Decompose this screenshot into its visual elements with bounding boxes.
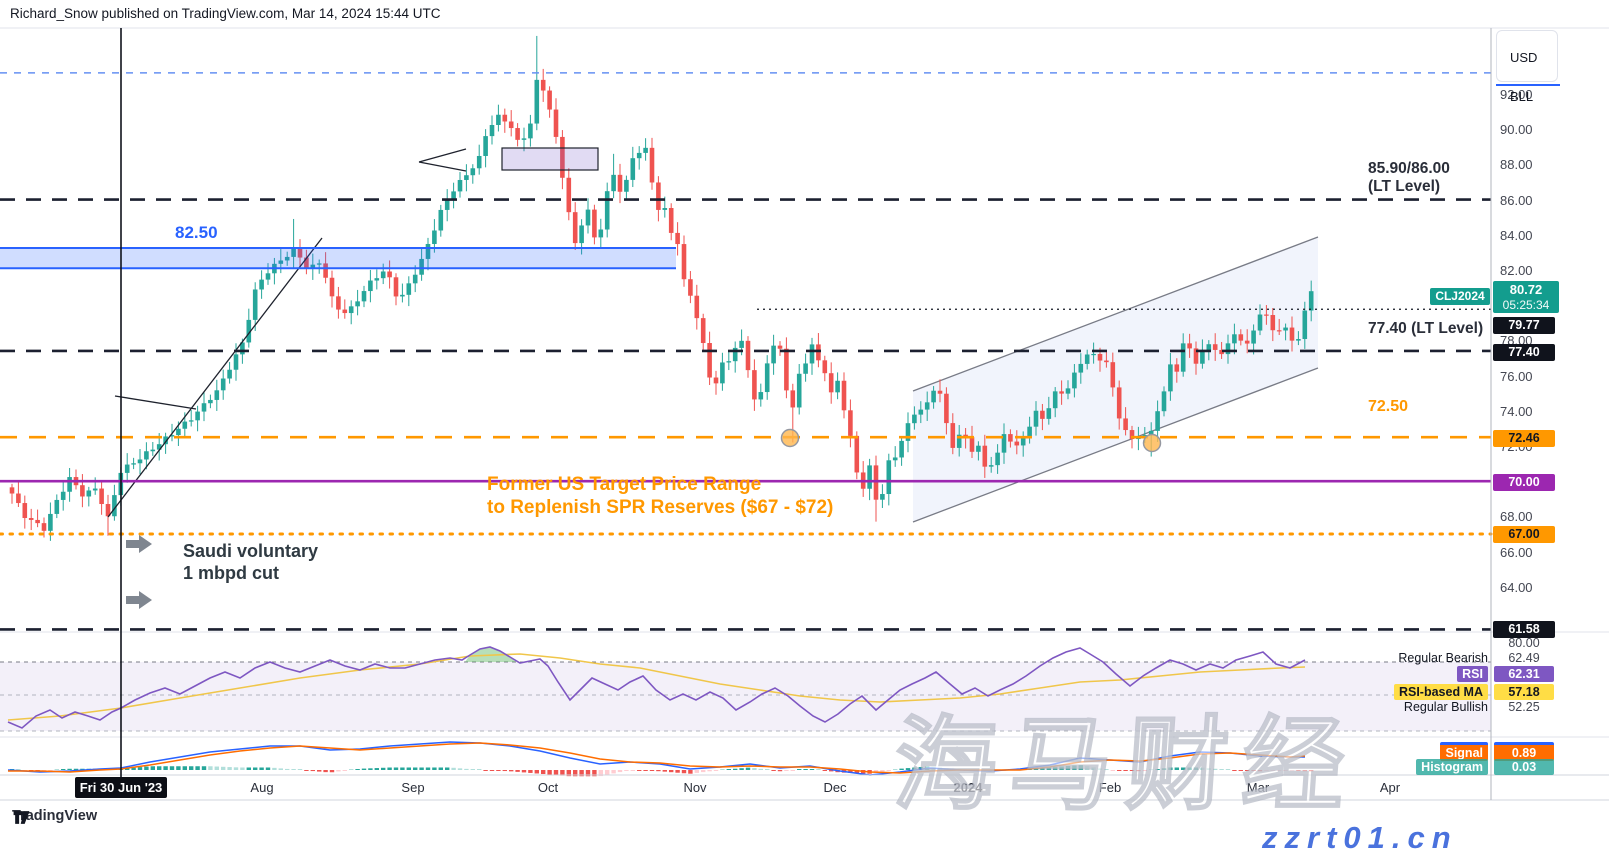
publish-header: Richard_Snow published on TradingView.co… <box>10 6 441 21</box>
time-axis-label-Sep[interactable]: Sep <box>401 780 425 795</box>
last-price-value: 80.72 <box>1509 282 1543 297</box>
rsi-row-label-regular-bullish: Regular Bullish <box>1403 700 1488 714</box>
annotation-support-7250: 72.50 <box>1368 398 1409 415</box>
time-axis-label-Apr[interactable]: Apr <box>1379 780 1401 795</box>
price-tick-64[interactable]: 64.00 <box>1500 579 1533 595</box>
scale-accent-line <box>1496 84 1560 86</box>
trendline-0[interactable] <box>107 237 323 518</box>
rsi-row-value-52.25: 52.25 <box>1508 700 1540 714</box>
trend-channel-bottom[interactable] <box>912 367 1319 523</box>
price-badge-72.46: 72.46 <box>1493 429 1555 447</box>
annotation-lt-level-8590: 85.90/86.00 (LT Level) <box>1368 160 1450 195</box>
rsi-row-value-62.49: 62.49 <box>1508 651 1540 665</box>
price-badge-79.77: 79.77 <box>1493 316 1555 334</box>
last-price-badge: 80.72 05:25:34 <box>1493 281 1559 313</box>
session-countdown: 05:25:34 <box>1502 298 1550 312</box>
price-tick-86[interactable]: 86.00 <box>1500 192 1533 208</box>
rsi-band-fill <box>0 662 1491 731</box>
annotation-spr-range: Former US Target Price Range to Replenis… <box>487 474 834 518</box>
price-tick-66[interactable]: 66.00 <box>1500 544 1533 560</box>
rsi-ma-line <box>7 653 1306 721</box>
currency-label: USD <box>1510 50 1538 65</box>
time-axis-label-Aug[interactable]: Aug <box>250 780 274 795</box>
macd-row-value-0.89: 0.89 <box>1494 742 1554 761</box>
resistance-band-fill <box>0 248 676 269</box>
trendline-2[interactable] <box>418 148 467 163</box>
macd-row-value-0.03: 0.03 <box>1494 759 1554 775</box>
price-tick-90[interactable]: 90.00 <box>1500 122 1533 138</box>
macd-line <box>7 741 1305 776</box>
price-badge-70.00: 70.00 <box>1493 473 1555 491</box>
event-marker-circle-1[interactable] <box>1142 433 1162 453</box>
time-axis-label-Feb[interactable]: Feb <box>1098 780 1122 795</box>
event-marker-circle-0[interactable] <box>780 428 800 448</box>
price-tick-92[interactable]: 92.00 <box>1500 87 1533 102</box>
tradingview-attribution[interactable]: TradingView <box>12 808 97 824</box>
unit-box: USD BLL <box>1496 30 1558 104</box>
price-tick-76[interactable]: 76.00 <box>1500 368 1533 384</box>
annotation-saudi-cut: Saudi voluntary 1 mbpd cut <box>183 541 319 583</box>
macd-row-label-histogram: Histogram <box>1416 759 1488 775</box>
tradingview-logo-icon <box>13 811 30 824</box>
trend-channel-top[interactable] <box>912 236 1319 392</box>
annotation-resistance-8250: 82.50 <box>175 223 218 242</box>
price-tick-84[interactable]: 84.00 <box>1500 227 1533 243</box>
rsi-row-value-80.00: 80.00 <box>1508 636 1540 650</box>
time-axis-label-Oct[interactable]: Oct <box>537 780 559 795</box>
rsi-line <box>7 646 1306 729</box>
consolidation-zone-rect[interactable] <box>501 147 599 171</box>
macd-signal-line <box>8 742 1306 774</box>
event-arrow-icon-1 <box>126 591 152 609</box>
trendline-3[interactable] <box>418 161 467 172</box>
event-arrow-icon-0 <box>126 535 152 553</box>
time-axis-label-Nov[interactable]: Nov <box>683 780 707 795</box>
rsi-row-label-rsi: RSI <box>1457 666 1488 682</box>
unit-label: BLL <box>1510 89 1534 104</box>
tradingview-brand-text: TradingView <box>12 808 98 824</box>
time-axis-label-Dec[interactable]: Dec <box>823 780 847 795</box>
price-tick-82[interactable]: 82.00 <box>1500 263 1533 278</box>
rsi-row-value-57.18: 57.18 <box>1494 684 1554 700</box>
macd-row-label-signal: Signal <box>1440 742 1488 761</box>
rsi-row-label-regular-bearish: Regular Bearish <box>1398 651 1488 665</box>
price-badge-61.58: 61.58 <box>1493 620 1555 638</box>
price-tick-68[interactable]: 68.00 <box>1500 509 1533 525</box>
price-tick-74[interactable]: 74.00 <box>1500 403 1533 419</box>
time-axis-label-Mar[interactable]: Mar <box>1246 780 1270 795</box>
watermark-site-link[interactable]: zzrt01.cn <box>1262 820 1458 855</box>
trend-channel-fill <box>913 237 1318 522</box>
time-axis-label-2024[interactable]: 2024 <box>953 780 983 795</box>
date-badge: Fri 30 Jun '23 <box>75 777 167 798</box>
candlestick-series <box>9 35 1314 541</box>
rsi-row-label-rsi-based-ma: RSI-based MA <box>1393 684 1488 700</box>
trendline-1[interactable] <box>114 395 197 410</box>
symbol-ticker-tag: CLJ2024 <box>1430 288 1490 305</box>
annotation-lt-level-7740: 77.40 (LT Level) <box>1368 320 1484 337</box>
rsi-row-value-62.31: 62.31 <box>1494 666 1554 682</box>
price-tick-88[interactable]: 88.00 <box>1500 157 1533 173</box>
price-badge-77.40: 77.40 <box>1493 343 1555 361</box>
price-badge-67.00: 67.00 <box>1493 525 1555 543</box>
